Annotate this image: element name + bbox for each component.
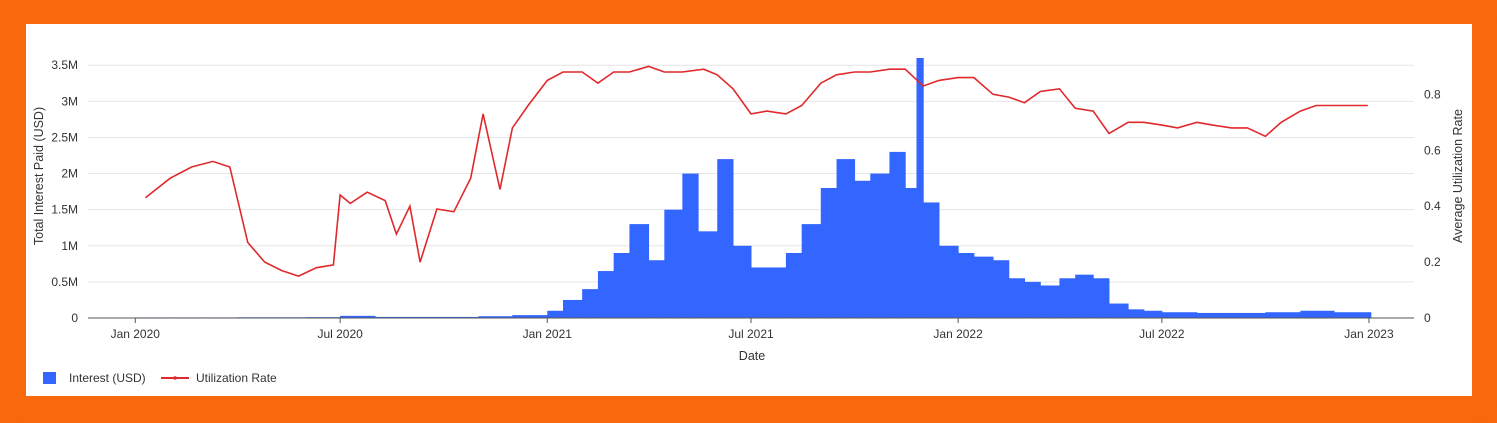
interest-bar <box>1143 310 1163 318</box>
y-axis-left-title: Total Interest Paid (USD) <box>32 107 46 245</box>
interest-bar <box>1300 310 1335 318</box>
interest-bar <box>836 159 856 318</box>
axes: 0 0.5M 1M 1.5M 2M 2.5M 3M 3.5M 0 0.2 0.4 0.6 0.8 Jan … <box>51 58 1441 341</box>
interest-bar <box>698 231 718 318</box>
interest-bar <box>820 188 838 318</box>
grid-lines <box>88 64 1414 283</box>
legend-label-interest: Interest (USD) <box>69 371 146 385</box>
interest-bar <box>1231 312 1266 318</box>
y-right-tick-label: 0.8 <box>1424 87 1441 101</box>
interest-utilization-chart: 0 0.5M 1M 1.5M 2M 2.5M 3M 3.5M 0 0.2 0.4 0.6 0.8 Jan … <box>32 58 1465 385</box>
y-axis-right-title: Average Utilization Rate <box>1451 109 1465 243</box>
interest-bar <box>905 188 917 318</box>
y-left-tick-label: 1M <box>61 239 78 253</box>
y-left-tick-label: 0.5M <box>51 275 78 289</box>
interest-bar <box>512 315 548 318</box>
interest-bars <box>135 58 1372 319</box>
x-tick-label: Jan 2021 <box>523 327 573 341</box>
interest-bar <box>801 224 822 318</box>
x-tick-label: Jan 2022 <box>933 327 983 341</box>
interest-bar <box>785 253 803 318</box>
interest-bar <box>717 159 734 318</box>
x-tick-label: Jan 2020 <box>111 327 161 341</box>
y-left-tick-label: 2.5M <box>51 130 78 144</box>
interest-bar <box>664 209 683 318</box>
interest-bar <box>732 245 752 318</box>
y-left-tick-label: 3M <box>61 94 78 108</box>
interest-bar <box>340 315 376 318</box>
interest-bar <box>1265 312 1301 318</box>
legend-label-utilization: Utilization Rate <box>196 371 277 385</box>
interest-bar <box>889 151 906 318</box>
interest-bar <box>766 267 787 318</box>
interest-bar <box>648 260 665 318</box>
interest-bar <box>375 316 411 318</box>
legend: Interest (USD) Utilization Rate <box>43 371 277 385</box>
interest-bar <box>958 253 975 318</box>
chart-panel: 0 0.5M 1M 1.5M 2M 2.5M 3M 3.5M 0 0.2 0.4 0.6 0.8 Jan … <box>26 24 1472 396</box>
interest-bar <box>563 299 583 318</box>
legend-marker-utilization <box>173 376 177 380</box>
y-right-tick-label: 0.6 <box>1424 143 1441 157</box>
interest-bar <box>923 202 940 318</box>
interest-bar <box>1040 285 1060 318</box>
y-right-tick-label: 0.4 <box>1424 199 1441 213</box>
interest-bar <box>1196 312 1233 318</box>
utilization-line <box>144 65 1368 277</box>
y-left-tick-label: 3.5M <box>51 58 78 72</box>
interest-bar <box>409 316 445 318</box>
x-tick-label: Jul 2021 <box>728 327 774 341</box>
interest-bar <box>751 267 768 318</box>
interest-bar <box>1075 274 1094 318</box>
interest-bar <box>597 271 615 318</box>
x-axis-title: Date <box>739 349 765 363</box>
interest-bar <box>478 316 513 318</box>
interest-bar <box>938 245 959 318</box>
y-right-tick-label: 0.2 <box>1424 255 1441 269</box>
interest-bar <box>1128 309 1145 318</box>
interest-bar <box>1334 312 1369 318</box>
interest-bar <box>1008 278 1026 318</box>
interest-bar <box>1024 281 1041 318</box>
interest-bar <box>993 260 1010 318</box>
interest-bar <box>870 173 890 318</box>
interest-bar <box>916 58 924 318</box>
interest-bar <box>682 173 699 318</box>
y-left-tick-label: 0 <box>71 311 78 325</box>
x-tick-label: Jul 2020 <box>317 327 363 341</box>
y-right-tick-label: 0 <box>1424 311 1431 325</box>
interest-bar <box>547 310 564 318</box>
interest-bar <box>973 256 994 318</box>
interest-bar <box>1367 312 1372 318</box>
interest-bar <box>629 224 650 318</box>
interest-bar <box>1108 303 1129 318</box>
legend-swatch-interest <box>43 372 56 384</box>
interest-bar <box>1093 278 1110 318</box>
interest-bar <box>1161 312 1198 318</box>
y-left-tick-label: 2M <box>61 167 78 181</box>
interest-bar <box>613 253 630 318</box>
interest-bar <box>854 180 871 318</box>
interest-bar <box>443 316 480 318</box>
interest-bar <box>582 289 599 318</box>
y-left-tick-label: 1.5M <box>51 203 78 217</box>
interest-bar <box>1059 278 1076 318</box>
x-tick-label: Jan 2023 <box>1344 327 1394 341</box>
x-tick-label: Jul 2022 <box>1139 327 1185 341</box>
